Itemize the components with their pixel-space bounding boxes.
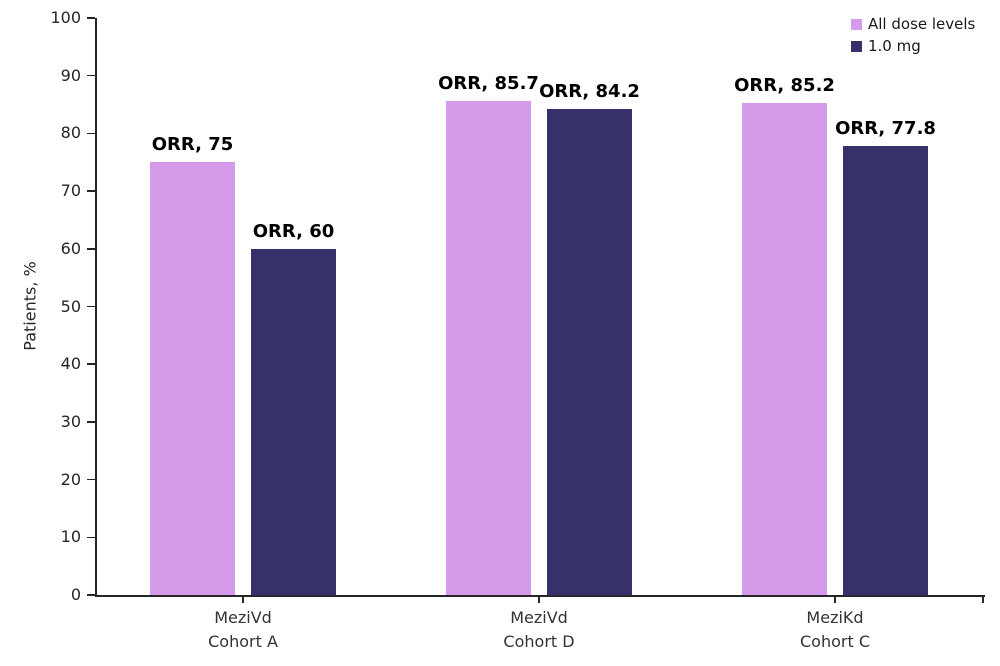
bar-value-label: ORR, 60 (252, 220, 335, 242)
y-tick (87, 478, 95, 481)
bar (446, 100, 531, 595)
y-tick-label: 20 (60, 469, 81, 489)
y-axis-line (95, 18, 97, 595)
y-tick-label: 30 (60, 411, 81, 431)
y-tick-label: 0 (70, 585, 81, 604)
y-tick (87, 190, 95, 192)
x-tick (242, 596, 244, 603)
y-tick-label: 80 (60, 123, 81, 143)
y-tick (87, 594, 95, 596)
category-label-line2: Cohort D (503, 632, 575, 651)
category-label-line2: Cohort A (208, 632, 278, 651)
legend-swatch-icon (851, 18, 862, 30)
bar-value-label: ORR, 77.8 (835, 118, 936, 140)
bar (251, 248, 336, 595)
y-tick (87, 248, 95, 250)
y-tick-label: 40 (60, 354, 81, 374)
y-tick-label: 90 (60, 65, 81, 85)
y-tick (87, 363, 95, 365)
legend-label: 1.0 mg (868, 37, 921, 55)
category-label-line1: MeziVd (510, 608, 568, 627)
bar (742, 103, 827, 595)
legend: All dose levels 1.0 mg (851, 13, 975, 57)
y-tick (87, 74, 95, 77)
category-label-line1: MeziKd (806, 608, 864, 627)
category-label-line1: MeziVd (214, 608, 272, 627)
y-tick-label: 100 (50, 8, 81, 27)
x-tick (538, 596, 540, 603)
y-tick (87, 132, 95, 135)
y-tick (87, 17, 95, 19)
bar (547, 109, 632, 595)
legend-swatch-icon (851, 40, 862, 52)
bar-value-label: ORR, 75 (151, 134, 234, 156)
x-axis-end-tick (982, 596, 984, 603)
y-tick (87, 305, 95, 308)
y-tick-label: 60 (60, 238, 81, 258)
category-label: MeziVd Cohort D (429, 606, 649, 654)
y-tick (87, 421, 95, 423)
bar-value-label: ORR, 85.7 (438, 72, 539, 94)
bar (150, 162, 235, 595)
bar (843, 146, 928, 595)
legend-item: 1.0 mg (851, 35, 975, 57)
y-tick-label: 50 (60, 296, 81, 316)
x-axis-line (95, 595, 985, 597)
y-tick (87, 536, 95, 539)
y-tick-label: 70 (60, 181, 81, 201)
category-label: MeziKd Cohort C (725, 606, 945, 654)
category-label-line2: Cohort C (800, 632, 870, 651)
category-label: MeziVd Cohort A (133, 606, 353, 654)
y-tick-label: 10 (60, 527, 81, 547)
bar-value-label: ORR, 85.2 (734, 75, 835, 97)
legend-item: All dose levels (851, 13, 975, 35)
legend-label: All dose levels (868, 15, 976, 33)
x-tick (834, 596, 836, 603)
bar-value-label: ORR, 84.2 (539, 81, 640, 103)
